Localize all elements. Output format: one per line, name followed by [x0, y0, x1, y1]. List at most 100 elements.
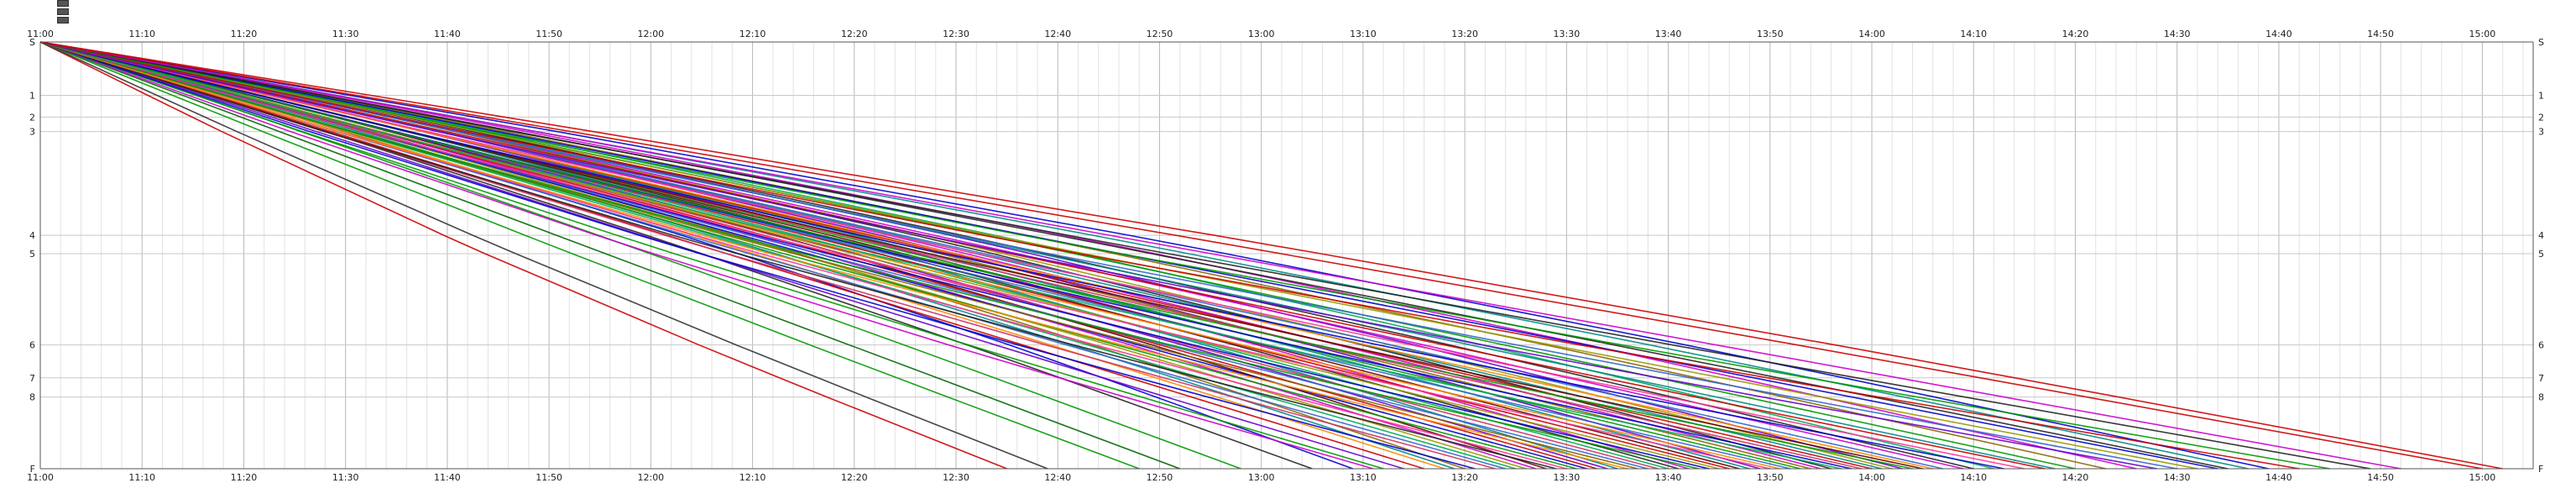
- runner-line: [39, 41, 1913, 470]
- station-label-left: 5: [29, 249, 35, 260]
- station-label-right: 5: [2538, 249, 2544, 260]
- station-label-right: 8: [2538, 392, 2544, 403]
- station-label-left: 3: [29, 127, 35, 138]
- station-label-left: 6: [29, 340, 35, 351]
- x-tick-label-top: 11:00: [27, 29, 54, 39]
- station-label-right: F: [2538, 464, 2543, 475]
- x-tick-label-top: 13:30: [1554, 29, 1581, 39]
- x-tick-label-top: 14:10: [1960, 29, 1987, 39]
- runner-line: [39, 41, 2004, 470]
- x-tick-label-bottom: 11:20: [231, 472, 258, 483]
- chart-marker: [57, 0, 69, 32]
- station-label-left: S: [29, 37, 35, 48]
- runner-line: [39, 41, 1048, 470]
- runner-line: [39, 41, 2401, 470]
- x-tick-label-top: 11:20: [231, 29, 258, 39]
- runner-line: [39, 41, 2503, 470]
- x-tick-label-bottom: 15:00: [2469, 472, 2496, 483]
- x-tick-label-top: 12:20: [841, 29, 868, 39]
- runner-line: [39, 41, 1445, 470]
- x-tick-label-bottom: 13:40: [1655, 472, 1682, 483]
- x-tick-label-bottom: 14:20: [2062, 472, 2089, 483]
- x-tick-label-bottom: 12:40: [1044, 472, 1071, 483]
- x-tick-label-bottom: 14:50: [2367, 472, 2394, 483]
- runner-line: [39, 41, 2157, 470]
- x-tick-label-top: 14:00: [1858, 29, 1885, 39]
- station-label-right: 6: [2538, 340, 2544, 351]
- x-tick-label-top: 14:40: [2265, 29, 2292, 39]
- runner-line: [39, 41, 1180, 470]
- x-tick-label-top: 11:40: [434, 29, 461, 39]
- x-tick-label-bottom: 13:30: [1554, 472, 1581, 483]
- x-tick-label-bottom: 12:20: [841, 472, 868, 483]
- runner-line: [39, 41, 1770, 470]
- runner-line: [39, 41, 1557, 470]
- station-label-right: 1: [2538, 91, 2544, 102]
- runner-line: [39, 41, 2198, 470]
- runner-line: [39, 41, 1140, 470]
- marker-block: [57, 0, 69, 7]
- station-label-left: 1: [29, 91, 35, 102]
- x-tick-label-top: 13:40: [1655, 29, 1682, 39]
- runner-line: [39, 41, 1384, 470]
- x-tick-label-top: 12:00: [637, 29, 664, 39]
- x-tick-label-top: 14:50: [2367, 29, 2394, 39]
- x-tick-label-bottom: 11:30: [332, 472, 359, 483]
- station-label-right: 7: [2538, 373, 2544, 384]
- x-tick-label-bottom: 13:00: [1248, 472, 1275, 483]
- x-tick-label-top: 14:30: [2164, 29, 2191, 39]
- series-lines: [39, 41, 2503, 470]
- x-tick-label-bottom: 11:40: [434, 472, 461, 483]
- runner-line: [39, 41, 2177, 470]
- runner-line: [39, 41, 1476, 470]
- station-label-left: 8: [29, 392, 35, 403]
- station-label-right: 2: [2538, 112, 2544, 123]
- runner-line: [39, 41, 2300, 470]
- station-label-left: 7: [29, 373, 35, 384]
- station-label-right: S: [2538, 37, 2544, 48]
- station-label-left: 4: [29, 230, 35, 241]
- x-tick-label-top: 12:30: [943, 29, 969, 39]
- x-tick-label-bottom: 14:00: [1858, 472, 1885, 483]
- x-tick-label-top: 15:00: [2469, 29, 2496, 39]
- x-tick-label-bottom: 13:20: [1451, 472, 1478, 483]
- x-tick-label-bottom: 12:50: [1147, 472, 1173, 483]
- x-tick-label-bottom: 11:10: [128, 472, 155, 483]
- x-tick-label-top: 11:10: [128, 29, 155, 39]
- x-tick-label-top: 14:20: [2062, 29, 2089, 39]
- runner-line: [39, 41, 2269, 470]
- runner-line: [39, 41, 2483, 470]
- runner-line: [39, 41, 1374, 470]
- x-tick-label-bottom: 14:10: [1960, 472, 1987, 483]
- x-tick-label-top: 11:50: [536, 29, 562, 39]
- station-label-left: F: [30, 464, 35, 475]
- runner-line: [39, 41, 1455, 470]
- x-tick-label-bottom: 12:00: [637, 472, 664, 483]
- runner-line: [39, 41, 2330, 470]
- labels: 11:00 11:00 11:10 11:10 11:20 11:20 11:30 11:30…: [27, 29, 2544, 483]
- marker-block: [57, 8, 69, 15]
- axes: [39, 41, 2534, 470]
- x-tick-label-bottom: 11:50: [536, 472, 562, 483]
- runner-line: [39, 41, 1628, 470]
- x-tick-label-top: 13:10: [1350, 29, 1377, 39]
- x-tick-label-bottom: 13:10: [1350, 472, 1377, 483]
- runner-line: [39, 41, 2371, 470]
- x-tick-label-bottom: 12:10: [739, 472, 766, 483]
- runner-line: [39, 41, 1700, 470]
- x-tick-label-top: 12:50: [1147, 29, 1173, 39]
- x-tick-label-top: 12:10: [739, 29, 766, 39]
- station-label-right: 3: [2538, 127, 2544, 138]
- station-label-left: 2: [29, 112, 35, 123]
- x-tick-label-top: 11:30: [332, 29, 359, 39]
- x-tick-label-bottom: 14:40: [2265, 472, 2292, 483]
- x-tick-label-top: 13:50: [1757, 29, 1784, 39]
- marker-block: [57, 17, 69, 24]
- x-tick-label-bottom: 14:30: [2164, 472, 2191, 483]
- x-tick-label-bottom: 11:00: [27, 472, 54, 483]
- x-tick-label-top: 13:20: [1451, 29, 1478, 39]
- station-label-right: 4: [2538, 230, 2544, 241]
- x-tick-label-top: 12:40: [1044, 29, 1071, 39]
- runner-line: [39, 41, 2025, 470]
